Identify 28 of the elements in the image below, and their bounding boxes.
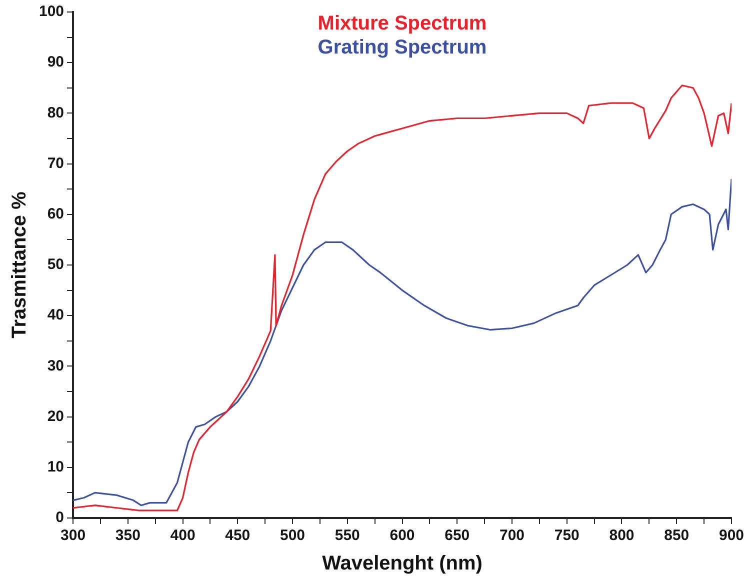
y-tick-label: 100 [38, 3, 64, 20]
text: Grating Spectrum [318, 36, 487, 59]
y-tick-label: 0 [56, 509, 64, 526]
y-tick-label: 30 [47, 357, 64, 374]
y-tick-label: 70 [47, 154, 64, 172]
x-tick-label: 750 [554, 527, 580, 544]
x-tick-label: 650 [444, 527, 470, 544]
x-tick-label: 800 [609, 527, 634, 544]
x-tick-label: 700 [499, 527, 525, 544]
y-tick-label: 90 [47, 54, 64, 71]
x-tick-label: 450 [225, 527, 250, 544]
x-tick-label: 300 [60, 527, 86, 544]
y-tick-label: 60 [47, 206, 64, 223]
text: Mixture Spectrum [318, 12, 487, 35]
x-tick-label: 400 [170, 527, 196, 544]
x-axis-title: Wavelenght (nm) [322, 552, 482, 575]
x-tick-label: 600 [390, 527, 415, 544]
y-tick-label: 80 [47, 104, 64, 122]
y-tick-label: 40 [47, 306, 64, 324]
x-tick-label: 850 [664, 527, 690, 544]
x-tick-label: 350 [115, 527, 140, 544]
y-tick-label: 20 [47, 408, 64, 425]
x-tick-label: 550 [334, 527, 360, 544]
y-tick-label: 50 [47, 256, 64, 274]
x-tick-label: 900 [718, 527, 744, 544]
x-tick-label: 500 [280, 527, 306, 544]
y-tick-label: 10 [47, 458, 64, 476]
y-axis-title: Trasmittance % [8, 191, 31, 338]
